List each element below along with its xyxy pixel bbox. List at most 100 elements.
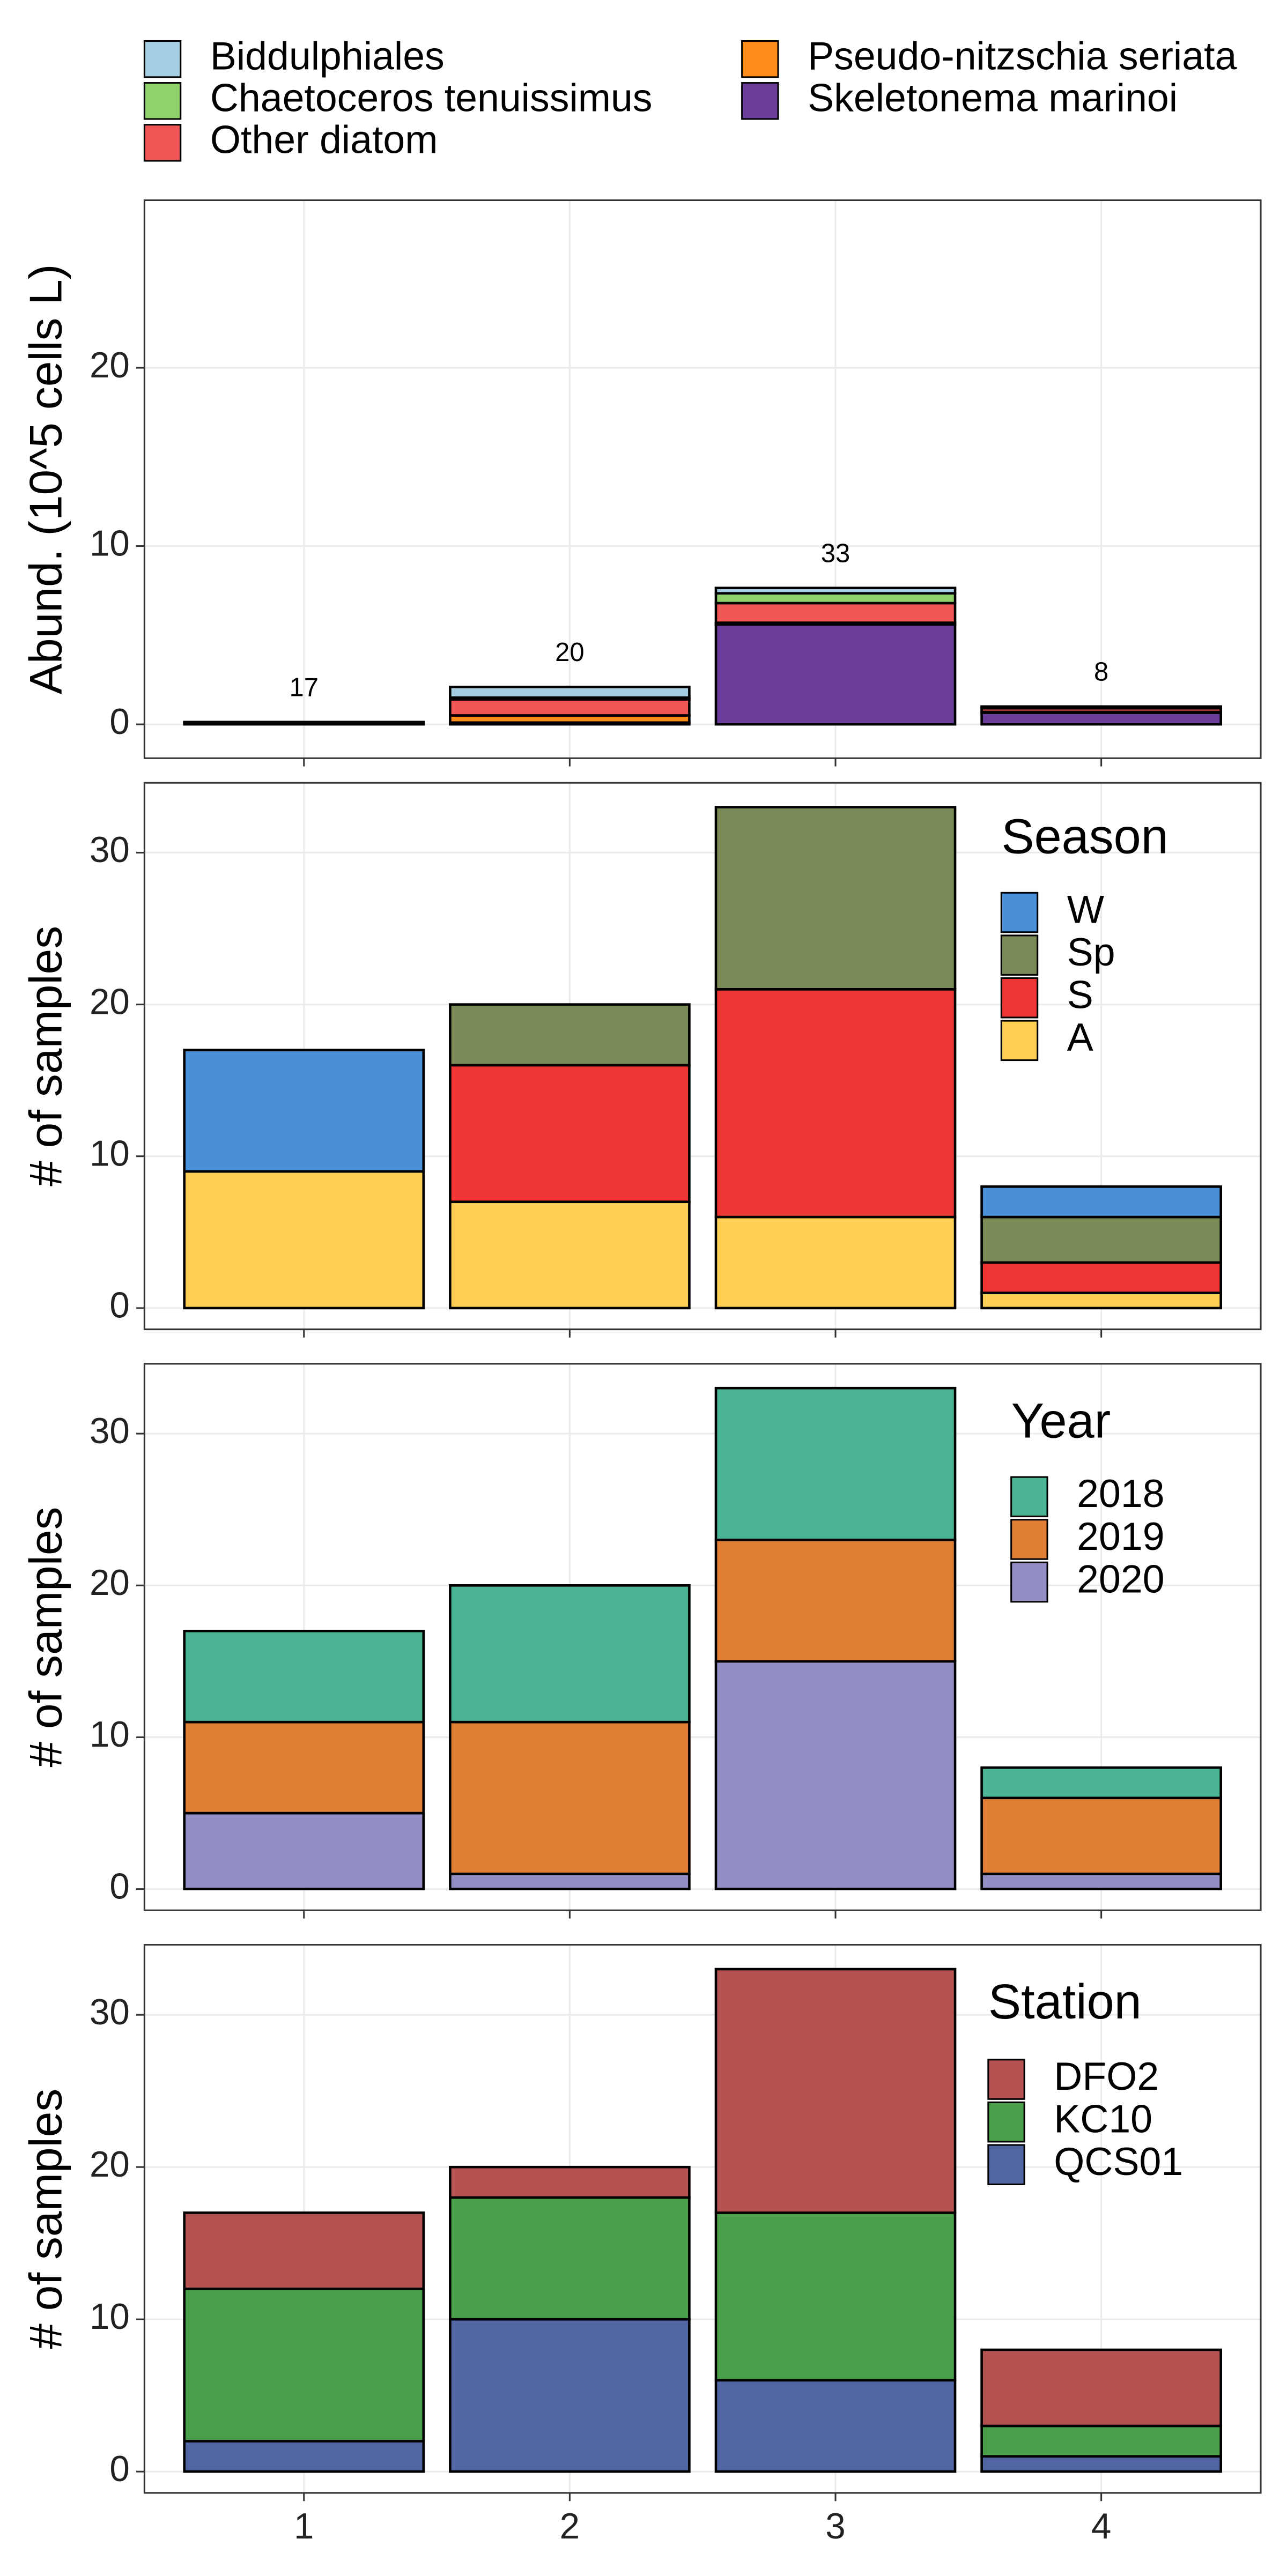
bar-segment (183, 1170, 425, 1310)
bar-segment (980, 1215, 1222, 1264)
y-tick-label: 20 (90, 2144, 130, 2185)
bar-segment (449, 1584, 691, 1724)
legend-label: 2019 (1077, 1514, 1164, 1558)
y-axis-title: # of samples (20, 926, 71, 1186)
panel-background (144, 200, 1261, 759)
legend-key (987, 2101, 1025, 2143)
bar-segment (183, 2211, 425, 2290)
bar-segment (980, 1796, 1222, 1875)
legend-label: KC10 (1054, 2097, 1152, 2141)
bar-segment (980, 2424, 1222, 2458)
panel-border (143, 782, 1262, 1331)
legend-label: Sp (1067, 930, 1115, 974)
legend-title: Station (988, 1974, 1142, 2029)
legend-label: A (1067, 1015, 1093, 1059)
y-tick-label: 10 (90, 2297, 130, 2337)
y-axis-title: # of samples (20, 1507, 71, 1768)
bar-segment (449, 1200, 691, 1310)
bar-segment (183, 721, 425, 724)
panel-border (143, 199, 1262, 759)
legend-label: S (1067, 973, 1093, 1017)
bar-segment (980, 2348, 1222, 2427)
legend-key (1010, 1476, 1048, 1518)
legend-label: Pseudo-nitzschia seriata (808, 34, 1237, 78)
bar-segment (183, 1629, 425, 1724)
x-tick-label: 2 (560, 2506, 580, 2547)
legend-key (143, 40, 182, 78)
legend-key (741, 40, 779, 78)
bar-segment (449, 2196, 691, 2321)
bar-segment (714, 1968, 957, 2214)
legend-key (1010, 1519, 1048, 1560)
bar-segment (183, 1049, 425, 1173)
bar-segment (714, 1215, 957, 1310)
bar-segment (714, 592, 957, 605)
bar-label: 20 (555, 638, 584, 667)
bar-segment (714, 806, 957, 991)
bar-segment (714, 1539, 957, 1663)
legend-key (1000, 977, 1039, 1019)
y-tick-label: 20 (90, 345, 130, 385)
bar-segment (714, 988, 957, 1219)
x-tick-label: 3 (825, 2506, 845, 2547)
legend-title: Season (1001, 810, 1168, 864)
panel-border (143, 1363, 1262, 1911)
bar-label: 8 (1094, 658, 1108, 687)
legend-label: Biddulphiales (210, 34, 445, 78)
legend-label: W (1067, 887, 1105, 931)
legend-key (1010, 1561, 1048, 1603)
y-tick-label: 20 (90, 982, 130, 1022)
legend-key (1000, 934, 1039, 976)
legend-label: 2018 (1077, 1471, 1164, 1516)
bar-segment (183, 2288, 425, 2443)
legend-key (143, 124, 182, 162)
bar-segment (714, 2211, 957, 2382)
bar-segment (980, 1185, 1222, 1219)
y-tick-label: 30 (90, 1411, 130, 1451)
y-tick-label: 10 (90, 523, 130, 563)
bar-segment (449, 1720, 691, 1875)
legend-key (987, 2144, 1025, 2186)
legend-label: DFO2 (1054, 2054, 1159, 2098)
bar-segment (980, 711, 1222, 726)
x-tick-label: 1 (294, 2506, 314, 2547)
legend-title: Year (1011, 1393, 1111, 1448)
bar-segment (449, 698, 691, 717)
y-tick-label: 0 (109, 1866, 129, 1906)
y-tick-label: 30 (90, 1992, 130, 2032)
bar-segment (980, 1766, 1222, 1800)
bar-label: 17 (290, 673, 319, 702)
y-axis-title: Abund. (10^5 cells L) (20, 264, 71, 694)
bar-segment (980, 705, 1222, 709)
bar-segment (714, 1660, 957, 1890)
legend-key (741, 82, 779, 120)
bar-segment (183, 1720, 425, 1815)
bar-segment (183, 1812, 425, 1890)
bar-segment (449, 1064, 691, 1204)
y-tick-label: 10 (90, 1134, 130, 1174)
bar-segment (449, 2165, 691, 2199)
bar-segment (980, 1291, 1222, 1310)
bar-segment (449, 2318, 691, 2473)
bar-segment (714, 602, 957, 624)
bar-segment (714, 623, 957, 726)
y-tick-label: 10 (90, 1714, 130, 1755)
y-tick-label: 0 (109, 1286, 129, 1326)
y-tick-label: 20 (90, 1563, 130, 1603)
legend-label: QCS01 (1054, 2139, 1183, 2184)
legend-key (987, 2059, 1025, 2100)
bar-label: 33 (821, 539, 850, 568)
bar-segment (449, 685, 691, 699)
bar-segment (714, 587, 957, 595)
bar-segment (449, 1873, 691, 1890)
x-tick-label: 4 (1091, 2506, 1111, 2547)
y-tick-label: 30 (90, 830, 130, 870)
bar-segment (714, 2379, 957, 2473)
bar-segment (980, 2455, 1222, 2473)
legend-key (143, 82, 182, 120)
legend-label: 2020 (1077, 1556, 1164, 1601)
legend-label: Skeletonema marinoi (808, 76, 1178, 120)
bar-segment (714, 1386, 957, 1541)
y-tick-label: 0 (109, 2449, 129, 2489)
